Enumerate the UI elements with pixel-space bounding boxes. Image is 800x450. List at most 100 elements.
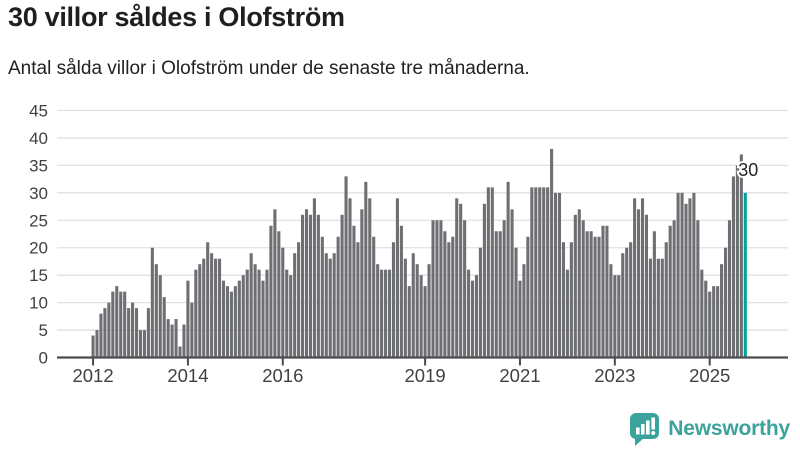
bar (506, 181, 510, 358)
bar (166, 319, 170, 358)
bar (498, 231, 502, 358)
bar (312, 198, 316, 358)
bar (455, 198, 459, 358)
bar (241, 275, 245, 358)
x-tick-label: 2016 (262, 365, 303, 386)
bar (107, 302, 111, 358)
bar (304, 209, 309, 358)
bar (202, 258, 206, 358)
bar (162, 297, 166, 358)
bar (356, 242, 360, 358)
y-tick-label: 40 (29, 129, 48, 148)
bar (170, 324, 174, 358)
bar (340, 214, 344, 358)
bar (221, 280, 226, 358)
bar (419, 275, 423, 358)
bar (229, 291, 233, 358)
bar (526, 236, 530, 358)
bar (123, 291, 127, 358)
x-tick-label: 2023 (594, 365, 635, 386)
y-tick-label: 0 (39, 349, 48, 368)
bar (178, 346, 182, 358)
bar (688, 198, 692, 358)
bar (720, 264, 724, 358)
bar (293, 253, 297, 358)
bar (95, 330, 99, 358)
bar (486, 187, 490, 358)
bar (557, 192, 562, 358)
bar (225, 286, 230, 358)
bar (154, 264, 158, 358)
bar (723, 247, 728, 358)
bar (680, 192, 684, 358)
bar (336, 236, 340, 358)
x-tick-label: 2014 (167, 365, 208, 386)
bar (708, 291, 712, 358)
bar (368, 198, 372, 358)
y-tick-label: 25 (29, 211, 48, 230)
bar (676, 192, 680, 358)
bar (391, 242, 396, 358)
bar (372, 236, 376, 358)
bar (150, 247, 154, 358)
bar (146, 308, 150, 358)
bar (127, 308, 131, 358)
bar (194, 269, 198, 358)
bar (111, 291, 115, 358)
bar (245, 269, 249, 358)
bar (277, 231, 281, 358)
bar (459, 203, 463, 358)
bar (182, 324, 186, 358)
bar (518, 280, 522, 358)
bar (138, 330, 143, 358)
highlight-bar (743, 192, 747, 358)
bar (328, 258, 332, 358)
bar (384, 269, 388, 358)
bar (198, 264, 202, 358)
bar (530, 187, 534, 358)
bar (712, 286, 716, 358)
bar (731, 176, 735, 358)
bar (684, 203, 688, 358)
bar (423, 286, 427, 358)
bar (613, 275, 617, 358)
bar (561, 242, 566, 358)
bar (510, 209, 514, 358)
y-tick-label: 20 (29, 239, 48, 258)
bar (210, 253, 214, 358)
y-tick-label: 35 (29, 156, 48, 175)
bar (265, 269, 269, 358)
bar (617, 275, 621, 358)
bar (696, 220, 700, 358)
bar (589, 231, 593, 358)
bar (131, 302, 135, 358)
bar (253, 264, 257, 358)
last-value-annotation: 30 (738, 160, 758, 180)
bar (352, 225, 356, 358)
bar (672, 220, 676, 358)
bar (478, 247, 482, 358)
bar (692, 192, 696, 358)
bar (257, 269, 261, 358)
bar (593, 236, 597, 358)
bar (534, 187, 538, 358)
bar (435, 220, 439, 358)
bar (482, 203, 486, 358)
chart-subtitle: Antal sålda villor i Olofström under de … (8, 58, 530, 79)
bar (569, 242, 573, 358)
bar (502, 220, 506, 358)
bar (186, 280, 190, 358)
bar (656, 258, 660, 358)
bar (403, 258, 407, 358)
y-tick-label: 15 (29, 266, 48, 285)
bar (490, 187, 494, 358)
bar (652, 231, 656, 358)
bar (237, 280, 241, 358)
bar (546, 187, 550, 358)
bar (360, 209, 364, 358)
bar (577, 209, 581, 358)
bar (629, 242, 633, 358)
bar (134, 308, 139, 358)
